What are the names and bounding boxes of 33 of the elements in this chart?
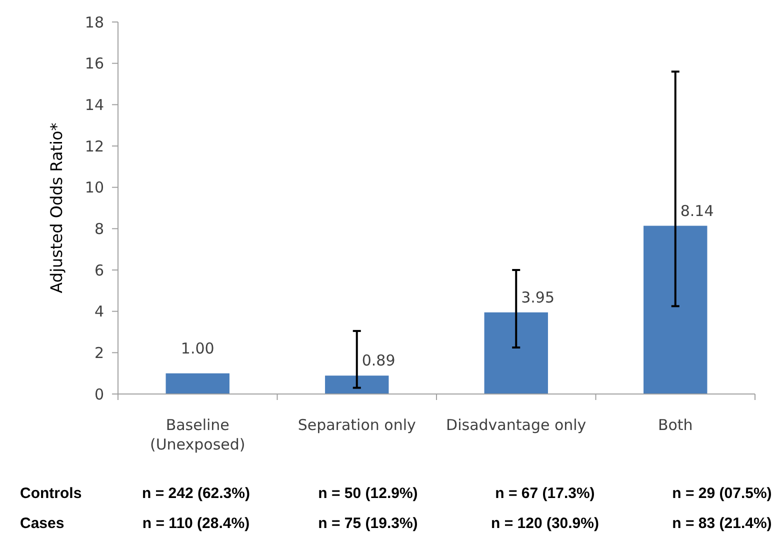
data-label: 8.14 (680, 202, 714, 220)
bar (484, 312, 548, 394)
bar (325, 376, 389, 394)
text: Cases (20, 515, 64, 532)
text: n = 110 (28.4%) (142, 515, 250, 532)
x-tick-label: Both (658, 416, 693, 434)
y-tick-label: 6 (94, 261, 104, 280)
text: n = 83 (21.4%) (672, 515, 772, 532)
text: n = 67 (17.3%) (495, 485, 595, 502)
data-label: 0.89 (362, 352, 396, 370)
y-tick-label: 4 (94, 302, 104, 321)
bar (644, 226, 708, 394)
x-tick-label: Baseline (Unexposed) (150, 416, 246, 454)
y-tick-label: 10 (84, 178, 104, 197)
y-tick-label: 8 (94, 220, 104, 238)
text: Controls (20, 485, 82, 502)
x-tick-label: Separation only (298, 416, 416, 434)
text: n = 242 (62.3%) (142, 485, 250, 502)
data-label: 1.00 (180, 339, 214, 358)
bar (166, 373, 230, 394)
y-tick-label: 18 (84, 13, 104, 32)
data-label: 3.95 (521, 288, 555, 306)
text: n = 29 (07.5%) (672, 485, 772, 502)
text: n = 50 (12.9%) (318, 485, 418, 502)
y-axis-title: Adjusted Odds Ratio* (47, 122, 66, 294)
y-tick-label: 14 (84, 96, 104, 114)
y-tick-label: 0 (94, 385, 104, 404)
y-tick-label: 2 (94, 344, 104, 362)
x-tick-label: Disadvantage only (446, 416, 586, 434)
text: n = 120 (30.9%) (491, 515, 599, 532)
y-tick-label: 16 (84, 54, 104, 73)
y-tick-label: 12 (84, 137, 104, 156)
text: n = 75 (19.3%) (318, 515, 418, 532)
